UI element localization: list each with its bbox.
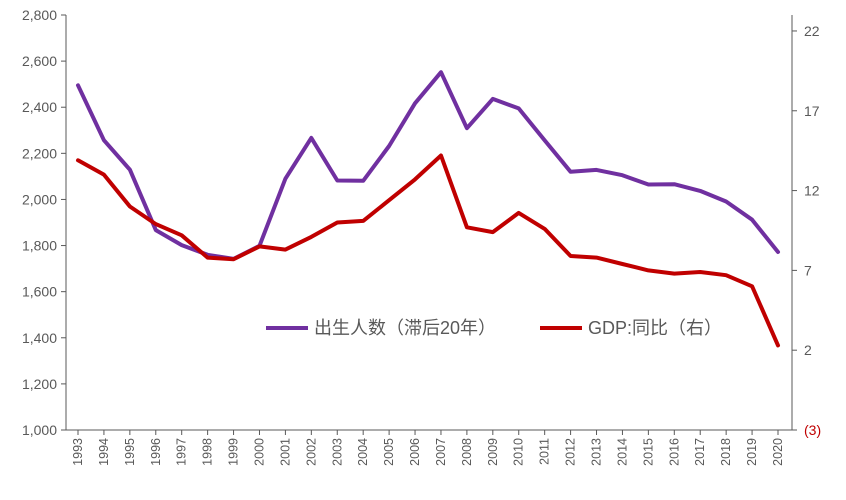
left-tick-label: 1,200 <box>22 376 57 392</box>
x-tick-label: 2000 <box>252 438 266 466</box>
x-tick-label: 2004 <box>356 438 370 466</box>
series-line-2 <box>76 153 780 348</box>
x-tick-label: 2019 <box>745 438 759 466</box>
plot-frame <box>65 15 793 431</box>
right-tick-label: 12 <box>804 183 820 199</box>
legend-label-2: GDP:同比（右） <box>588 318 722 338</box>
x-tick-label: 1998 <box>201 438 215 466</box>
x-tick-label: 2015 <box>641 438 655 466</box>
left-tick-label: 2,000 <box>22 191 57 207</box>
legend-label-1: 出生人数（滞后20年） <box>314 318 496 338</box>
legend: 出生人数（滞后20年） GDP:同比（右） <box>266 318 722 338</box>
x-tick-label: 2005 <box>382 438 396 466</box>
left-axis-ticks: 1,000 1,200 1,400 1,600 1,800 2,000 2,200 2,400… <box>22 7 66 438</box>
left-tick-label: 1,000 <box>22 422 57 438</box>
right-tick-label: 22 <box>804 23 820 39</box>
x-tick-label: 2011 <box>538 438 552 465</box>
x-tick-label: 2007 <box>434 438 448 466</box>
left-tick-label: 1,400 <box>22 330 57 346</box>
x-axis-ticks: 1993 1994 1995 1996 1997 1998 1999 2000 2001 2002… <box>71 430 785 466</box>
x-tick-label: 2009 <box>486 438 500 466</box>
right-tick-label: 17 <box>804 103 820 119</box>
x-tick-label: 2006 <box>408 438 422 466</box>
x-tick-label: 2014 <box>615 438 629 466</box>
x-tick-label: 1999 <box>227 438 241 466</box>
x-tick-label: 1993 <box>71 438 85 466</box>
x-tick-label: 1996 <box>149 438 163 466</box>
x-tick-label: 2017 <box>693 438 707 466</box>
x-tick-label: 2012 <box>564 438 578 466</box>
x-tick-label: 2020 <box>771 438 785 466</box>
left-tick-label: 1,800 <box>22 238 57 254</box>
series-lines <box>76 70 780 348</box>
left-tick-label: 2,600 <box>22 53 57 69</box>
x-tick-label: 2008 <box>460 438 474 466</box>
x-tick-label: 2013 <box>590 438 604 466</box>
left-tick-label: 2,200 <box>22 145 57 161</box>
x-tick-label: 2002 <box>304 438 318 466</box>
left-tick-label: 2,800 <box>22 7 57 23</box>
right-tick-label: 2 <box>804 342 812 358</box>
right-tick-label: (3) <box>804 422 821 438</box>
left-tick-label: 1,600 <box>22 284 57 300</box>
right-axis-ticks: (3) 2 7 12 17 22 <box>792 23 821 438</box>
x-tick-label: 2018 <box>719 438 733 466</box>
x-tick-label: 1997 <box>175 438 189 466</box>
right-tick-label: 7 <box>804 262 812 278</box>
x-tick-label: 2003 <box>330 438 344 466</box>
left-tick-label: 2,400 <box>22 99 57 115</box>
x-tick-label: 2001 <box>278 438 292 466</box>
x-tick-label: 2016 <box>667 438 681 466</box>
x-tick-label: 1994 <box>97 438 111 466</box>
x-tick-label: 2010 <box>512 438 526 466</box>
x-tick-label: 1995 <box>123 438 137 466</box>
series-line-1 <box>76 70 780 261</box>
